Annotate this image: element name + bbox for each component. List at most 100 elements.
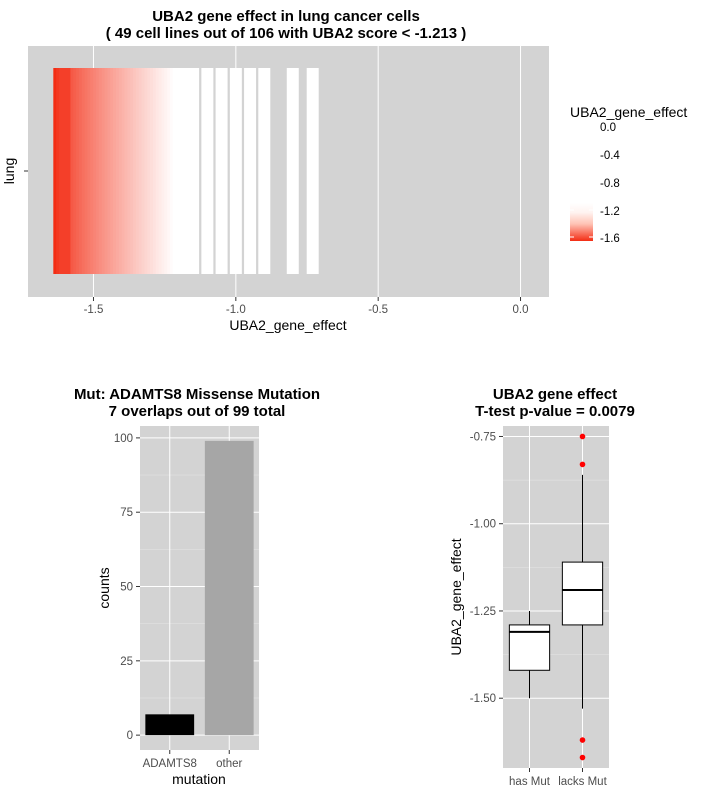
heatmap-tile <box>170 68 174 274</box>
heatmap-tile <box>178 68 188 274</box>
bar-marks <box>145 440 254 736</box>
heatmap-x-axis-label: UBA2_gene_effect <box>229 317 346 333</box>
heatmap-tile <box>84 68 89 274</box>
heatmap-x-tick-label: -1.5 <box>84 304 104 316</box>
bar-axes: 0 25 50 75 100 ADAMTS8 other <box>114 433 243 770</box>
heatmap-tile <box>164 68 168 274</box>
boxplot-outlier <box>579 737 586 743</box>
boxplot-subtitle: T-test p-value = 0.0079 <box>475 403 635 420</box>
heatmap-legend: UBA2_gene_effect 0.0 -0.4 -0.8 -1.2 -1.6 <box>570 104 687 245</box>
boxplot-outlier <box>579 754 586 761</box>
heatmap-tile <box>141 68 146 274</box>
bar-y-tick-label: 100 <box>114 433 133 445</box>
boxplot-outlier <box>579 461 586 468</box>
heatmap-tile <box>147 68 151 274</box>
heatmap-tile <box>229 68 242 274</box>
legend-label: 0.0 <box>600 122 616 134</box>
bar-x-tick-label: ADAMTS8 <box>143 758 197 770</box>
boxplot-box <box>561 561 604 626</box>
heatmap-tile <box>76 68 80 274</box>
bar-subtitle: 7 overlaps out of 99 total <box>109 403 286 420</box>
legend-label: -1.2 <box>600 206 620 218</box>
boxplot-y-axis-label: UBA2_gene_effect <box>448 538 464 655</box>
heatmap-tile <box>150 68 154 274</box>
boxplot-axes: -0.75 -1.00 -1.25 -1.50 has Mut lacks Mut <box>470 431 608 788</box>
heatmap-y-tick-label: lung <box>1 158 17 184</box>
heatmap-tile <box>133 68 137 274</box>
heatmap-tile <box>113 68 117 274</box>
heatmap-tile <box>152 68 157 274</box>
bar-chart: Mut: ADAMTS8 Missense Mutation 7 overlap… <box>74 386 320 787</box>
heatmap-tile <box>53 68 57 274</box>
heatmap-x-tick-label: -0.5 <box>368 304 388 316</box>
heatmap-tile <box>87 68 91 274</box>
heatmap-tile <box>56 68 60 274</box>
heatmap-tile <box>81 68 86 274</box>
boxplot-y-tick-label: -1.25 <box>470 606 496 618</box>
heatmap-tile <box>98 68 103 274</box>
bar-y-tick-label: 50 <box>120 582 133 594</box>
heatmap-tile <box>306 68 319 274</box>
heatmap-tile <box>118 68 123 274</box>
heatmap-tile <box>124 68 128 274</box>
heatmap-chart: UBA2 gene effect in lung cancer cells ( … <box>1 8 687 333</box>
bar <box>145 714 195 736</box>
heatmap-tile <box>258 68 271 274</box>
heatmap-x-tick-label: -1.0 <box>226 304 246 316</box>
heatmap-tile <box>93 68 97 274</box>
bar-y-axis-label: counts <box>96 567 112 608</box>
heatmap-tile <box>155 68 160 274</box>
heatmap-tile <box>90 68 94 274</box>
bar-y-tick-label: 25 <box>120 656 133 668</box>
heatmap-tile <box>59 68 71 274</box>
heatmap-x-tick-label: 0.0 <box>513 304 529 316</box>
boxplot-chart: UBA2 gene effect T-test p-value = 0.0079… <box>448 386 635 788</box>
legend-title: UBA2_gene_effect <box>570 104 687 120</box>
boxplot-y-tick-label: -1.00 <box>470 519 496 531</box>
heatmap-tile <box>70 68 74 274</box>
heatmap-tile <box>158 68 163 274</box>
heatmap-tile <box>107 68 111 274</box>
heatmap-x-axis: -1.5 -1.0 -0.5 0.0 <box>84 297 529 316</box>
heatmap-tile <box>104 68 109 274</box>
legend-colorbar <box>570 203 593 241</box>
heatmap-tile <box>78 68 83 274</box>
heatmap-tile <box>101 68 106 274</box>
boxplot-y-tick-label: -1.50 <box>470 693 496 705</box>
bar-title: Mut: ADAMTS8 Missense Mutation <box>74 386 320 403</box>
boxplot-y-tick-label: -0.75 <box>470 431 496 443</box>
legend-label: -1.6 <box>600 233 620 245</box>
legend-label: -0.4 <box>600 150 620 162</box>
heatmap-tile <box>201 68 214 274</box>
heatmap-title: UBA2 gene effect in lung cancer cells <box>152 8 420 25</box>
bar-x-axis-label: mutation <box>172 771 226 787</box>
heatmap-tiles <box>53 68 319 274</box>
heatmap-tile <box>121 68 126 274</box>
bar-y-tick-label: 75 <box>120 507 133 519</box>
heatmap-tile <box>172 68 180 274</box>
heatmap-tile <box>115 68 120 274</box>
heatmap-tile <box>167 68 171 274</box>
heatmap-subtitle: ( 49 cell lines out of 106 with UBA2 sco… <box>106 25 467 42</box>
heatmap-tile <box>138 68 143 274</box>
heatmap-tile <box>135 68 140 274</box>
heatmap-tile <box>244 68 257 274</box>
boxplot-x-tick-label: lacks Mut <box>558 776 607 788</box>
heatmap-tile <box>144 68 148 274</box>
heatmap-tile <box>110 68 114 274</box>
legend-label: -0.8 <box>600 178 620 190</box>
heatmap-tile <box>286 68 299 274</box>
bar-x-tick-label: other <box>216 758 242 770</box>
bar-y-tick-label: 0 <box>127 730 133 742</box>
heatmap-tile <box>130 68 134 274</box>
boxplot-marks <box>508 433 604 761</box>
boxplot-outlier <box>579 433 586 440</box>
heatmap-tile <box>127 68 131 274</box>
heatmap-tile <box>161 68 165 274</box>
bar <box>204 440 254 736</box>
boxplot-title: UBA2 gene effect <box>493 386 617 403</box>
heatmap-tile <box>96 68 100 274</box>
heatmap-tile <box>73 68 77 274</box>
heatmap-tile <box>215 68 228 274</box>
